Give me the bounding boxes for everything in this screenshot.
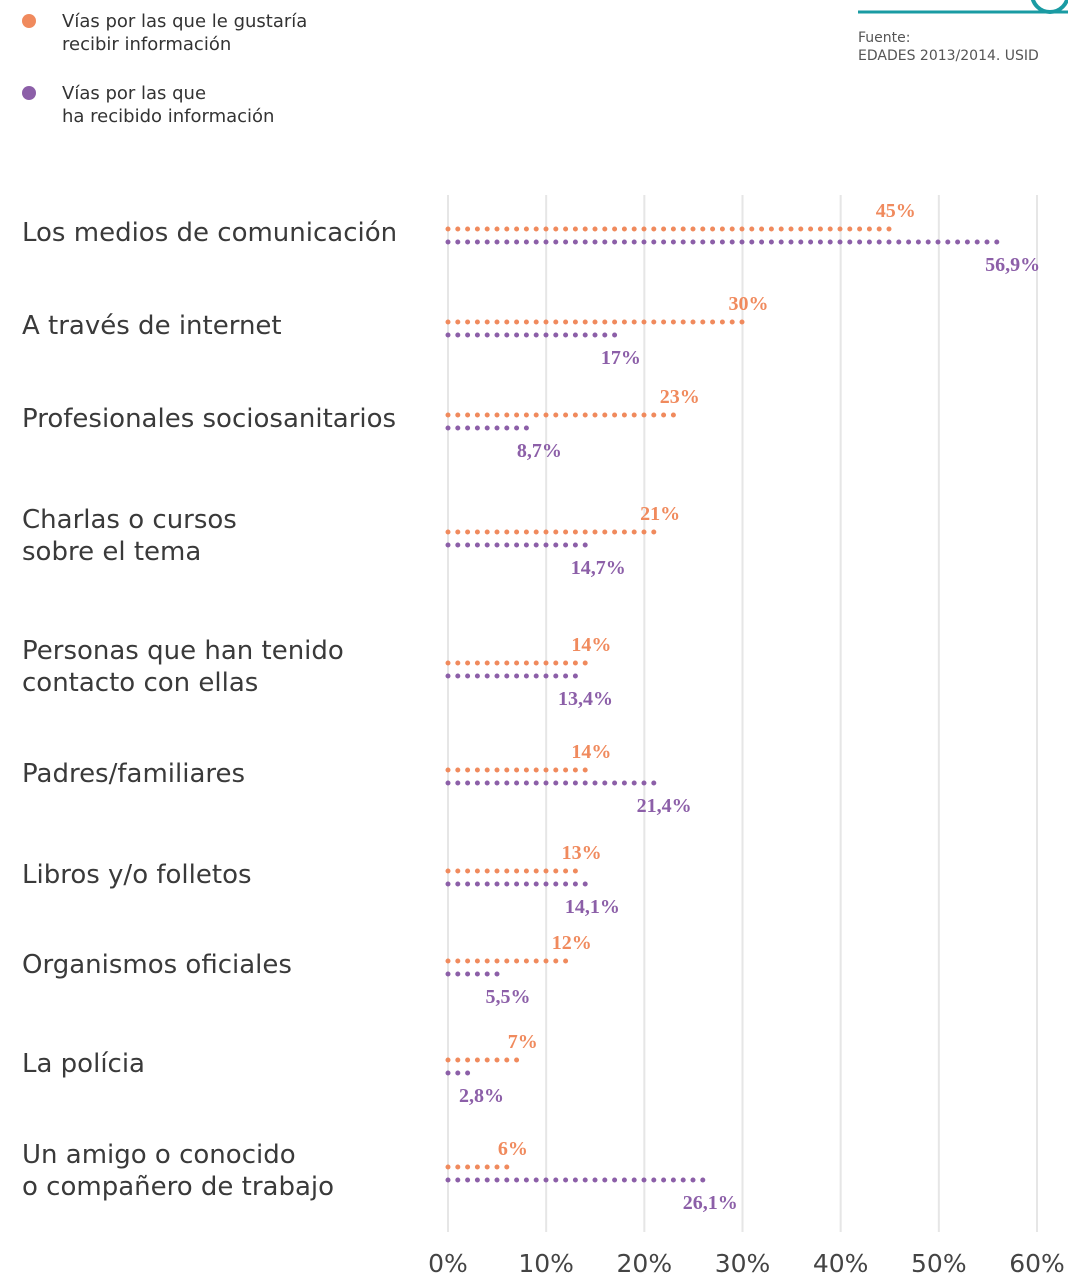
value-label: 6%: [498, 1138, 528, 1160]
value-label: 2,8%: [459, 1085, 504, 1107]
legend-label: Vías por las que ha recibido información: [62, 83, 275, 127]
x-tick-label: 60%: [1009, 1249, 1065, 1278]
value-label: 14%: [571, 634, 611, 656]
value-label: 7%: [508, 1031, 538, 1053]
x-tick-label: 0%: [428, 1249, 468, 1278]
category-label: Libros y/o folletos: [22, 860, 252, 890]
value-label: 14,1%: [565, 896, 620, 918]
legend-label: Vías por las que le gustaría recibir inf…: [62, 11, 308, 55]
category-label: La polícia: [22, 1049, 145, 1079]
x-tick-label: 40%: [813, 1249, 869, 1278]
value-label: 17%: [601, 347, 641, 369]
category-label: Un amigo o conocido o compañero de traba…: [22, 1140, 335, 1202]
x-tick-label: 10%: [518, 1249, 574, 1278]
x-tick-label: 20%: [617, 1249, 673, 1278]
value-label: 13%: [562, 842, 602, 864]
value-label: 30%: [729, 293, 769, 315]
value-label: 26,1%: [683, 1192, 738, 1214]
value-label: 14,7%: [571, 557, 626, 579]
category-label: Organismos oficiales: [22, 950, 292, 980]
category-label: Charlas o cursos sobre el tema: [22, 505, 237, 567]
category-label: Los medios de comunicación: [22, 218, 398, 248]
category-label: A través de internet: [22, 311, 282, 341]
legend-swatch: [22, 14, 36, 28]
value-label: 23%: [660, 386, 700, 408]
value-label: 12%: [552, 932, 592, 954]
decor-icon: [1030, 0, 1068, 14]
x-tick-label: 50%: [911, 1249, 967, 1278]
value-label: 45%: [876, 200, 916, 222]
value-label: 13,4%: [558, 688, 613, 710]
value-label: 56,9%: [985, 254, 1040, 276]
source-label: Fuente:: [858, 30, 911, 46]
category-label: Profesionales sociosanitarios: [22, 404, 397, 434]
legend-swatch: [22, 86, 36, 100]
source: EDADES 2013/2014. USID: [858, 48, 1039, 64]
value-label: 21,4%: [637, 795, 692, 817]
category-label: Personas que han tenido contacto con ell…: [22, 636, 344, 698]
value-label: 8,7%: [517, 440, 562, 462]
value-label: 5,5%: [485, 986, 530, 1008]
value-label: 21%: [640, 503, 680, 525]
value-label: 14%: [571, 741, 611, 763]
x-tick-label: 30%: [715, 1249, 771, 1278]
category-label: Padres/familiares: [22, 759, 246, 789]
